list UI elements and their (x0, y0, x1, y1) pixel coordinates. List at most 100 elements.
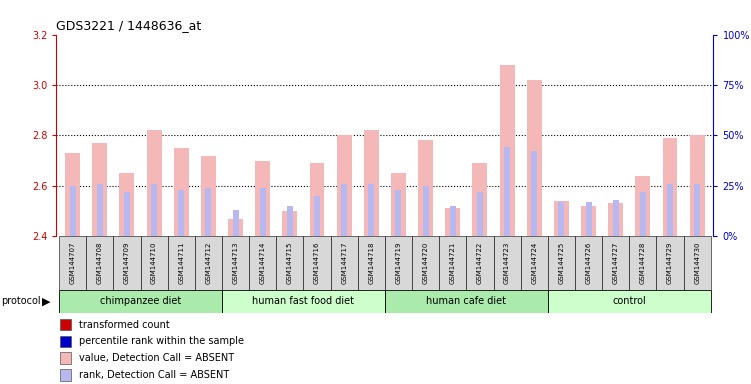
Bar (385, 236, 412, 290)
Bar (260, 188, 266, 236)
Bar (575, 236, 602, 290)
Bar (504, 147, 510, 236)
Text: GSM144719: GSM144719 (396, 242, 402, 284)
Text: GSM144721: GSM144721 (450, 242, 456, 284)
Text: GSM144718: GSM144718 (368, 242, 374, 284)
Text: GSM144707: GSM144707 (70, 242, 76, 284)
Bar (613, 200, 619, 236)
Text: GSM144709: GSM144709 (124, 242, 130, 284)
Bar (287, 206, 293, 236)
Bar (368, 184, 374, 236)
Text: human fast food diet: human fast food diet (252, 296, 354, 306)
Bar (450, 206, 456, 236)
Bar (86, 236, 113, 290)
Bar (314, 196, 320, 236)
Bar (640, 192, 646, 236)
Text: GSM144713: GSM144713 (233, 242, 239, 284)
Bar (520, 236, 547, 290)
Text: GSM144720: GSM144720 (423, 242, 429, 284)
Text: GSM144729: GSM144729 (667, 242, 673, 284)
Bar (206, 188, 211, 236)
Text: ▶: ▶ (42, 296, 50, 306)
Bar (151, 184, 157, 236)
Text: GSM144724: GSM144724 (531, 242, 537, 284)
Text: rank, Detection Call = ABSENT: rank, Detection Call = ABSENT (79, 370, 229, 380)
Text: GSM144715: GSM144715 (287, 242, 293, 284)
Text: GSM144712: GSM144712 (205, 242, 211, 284)
Text: GSM144723: GSM144723 (504, 242, 510, 284)
Bar (363, 130, 379, 236)
Bar (667, 184, 673, 236)
Bar (59, 353, 71, 364)
Text: protocol: protocol (1, 296, 41, 306)
Bar (341, 184, 347, 236)
Text: value, Detection Call = ABSENT: value, Detection Call = ABSENT (79, 353, 234, 363)
Bar (222, 290, 385, 313)
Bar (70, 186, 76, 236)
Bar (309, 163, 324, 236)
Bar (439, 236, 466, 290)
Bar (418, 141, 433, 236)
Text: GSM144726: GSM144726 (586, 242, 592, 284)
Bar (59, 236, 86, 290)
Bar (249, 236, 276, 290)
Bar (586, 202, 592, 236)
Text: GSM144708: GSM144708 (97, 242, 103, 284)
Bar (140, 236, 167, 290)
Bar (195, 236, 222, 290)
Bar (65, 153, 80, 236)
Bar (689, 135, 704, 236)
Bar (336, 135, 351, 236)
Bar (303, 236, 330, 290)
Bar (602, 236, 629, 290)
Bar (445, 209, 460, 236)
Bar (608, 204, 623, 236)
Bar (59, 319, 71, 330)
Bar (59, 290, 222, 313)
Bar (92, 143, 107, 236)
Bar (167, 236, 195, 290)
Bar (629, 236, 656, 290)
Bar (466, 236, 493, 290)
Bar (276, 236, 303, 290)
Bar (113, 236, 140, 290)
Bar (119, 173, 134, 236)
Text: GSM144717: GSM144717 (341, 242, 347, 284)
Bar (396, 190, 402, 236)
Text: GSM144722: GSM144722 (477, 242, 483, 284)
Bar (656, 236, 683, 290)
Bar (173, 148, 189, 236)
Bar (554, 201, 569, 236)
Bar (526, 80, 541, 236)
Text: transformed count: transformed count (79, 319, 170, 329)
Bar (547, 236, 575, 290)
Bar (694, 184, 700, 236)
Bar (282, 211, 297, 236)
Text: GSM144725: GSM144725 (559, 242, 565, 284)
Text: human cafe diet: human cafe diet (427, 296, 506, 306)
Bar (391, 173, 406, 236)
Bar (499, 65, 514, 236)
Bar (581, 206, 596, 236)
Bar (635, 175, 650, 236)
Text: percentile rank within the sample: percentile rank within the sample (79, 336, 243, 346)
Bar (255, 161, 270, 236)
Text: GSM144727: GSM144727 (613, 242, 619, 284)
Bar (330, 236, 357, 290)
Bar (547, 290, 710, 313)
Bar (357, 236, 385, 290)
Bar (233, 210, 239, 236)
Bar (59, 369, 71, 381)
Bar (559, 202, 564, 236)
Bar (228, 218, 243, 236)
Bar (201, 156, 216, 236)
Bar (178, 190, 184, 236)
Text: chimpanzee diet: chimpanzee diet (100, 296, 181, 306)
Bar (477, 192, 483, 236)
Bar (385, 290, 547, 313)
Text: GSM144710: GSM144710 (151, 242, 157, 284)
Text: GSM144728: GSM144728 (640, 242, 646, 284)
Bar (59, 336, 71, 347)
Bar (662, 138, 677, 236)
Text: GSM144711: GSM144711 (178, 242, 184, 284)
